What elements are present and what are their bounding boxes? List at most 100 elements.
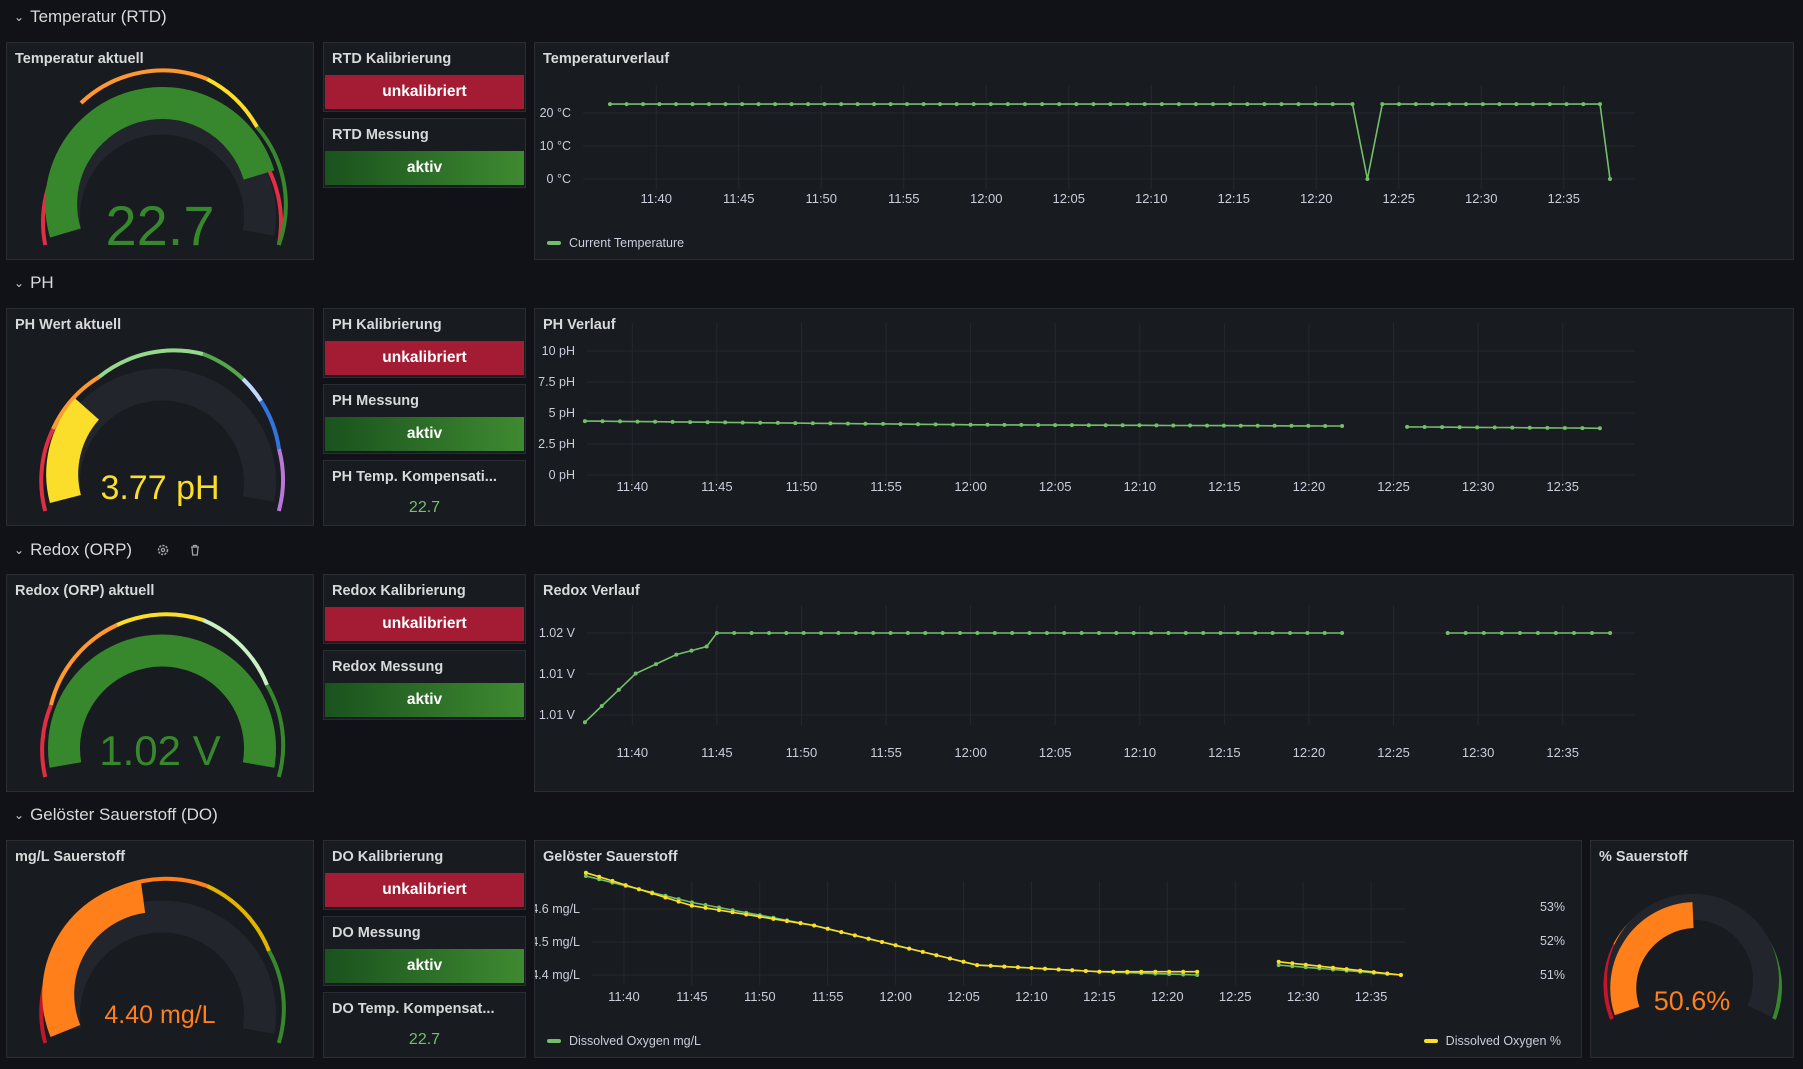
- panel-title: PH Messung: [332, 393, 420, 409]
- chart-legend[interactable]: Current Temperature: [547, 236, 684, 250]
- data-point: [988, 102, 993, 107]
- ph-chart: 11:40 11:45 11:50 11:55 12:00 12:05 12:10 12:15…: [538, 323, 1635, 494]
- data-point: [1317, 964, 1322, 969]
- data-point: [1171, 423, 1176, 428]
- row-header-ph[interactable]: ⌄ PH: [14, 268, 54, 298]
- data-point: [828, 421, 833, 426]
- data-point: [703, 903, 708, 907]
- data-point: [938, 102, 942, 107]
- rtd-chart-panel[interactable]: Temperaturverlauf 11:40 11:45 11:50 11:55 12…: [534, 42, 1794, 260]
- data-point: [1181, 972, 1186, 977]
- rtd-gauge-panel[interactable]: Temperatur aktuell 22.7: [6, 42, 314, 260]
- y-tick-label: 10 °C: [540, 139, 571, 153]
- gear-icon[interactable]: [154, 541, 172, 559]
- x-tick-label: 12:30: [1462, 479, 1495, 494]
- x-tick-label: 12:15: [1208, 479, 1241, 494]
- chart-legend-left[interactable]: Dissolved Oxygen mg/L: [547, 1034, 701, 1048]
- data-point: [1590, 631, 1594, 635]
- data-point: [934, 953, 939, 958]
- do-gauge-panel[interactable]: mg/L Sauerstoff 4.40 mg/L: [6, 840, 314, 1058]
- redox-gauge-panel[interactable]: Redox (ORP) aktuell 1.02 V: [6, 574, 314, 792]
- data-point: [758, 420, 763, 425]
- data-point: [1053, 423, 1058, 428]
- trash-icon[interactable]: [186, 541, 204, 559]
- rtd-calibration-panel[interactable]: RTD Kalibrierung unkalibriert: [323, 42, 526, 112]
- data-point: [880, 940, 884, 944]
- status-value: aktiv: [325, 151, 524, 185]
- redox-chart-panel[interactable]: Redox Verlauf 11:40 11:45 11:50 11:55 12:00 1…: [534, 574, 1794, 792]
- x-tick-label: 11:45: [723, 191, 755, 206]
- data-point: [704, 644, 709, 649]
- data-point: [657, 102, 662, 107]
- data-point: [1218, 631, 1223, 635]
- data-point: [871, 631, 876, 635]
- data-point: [1044, 631, 1049, 635]
- series-line: [610, 103, 1611, 180]
- data-point: [1289, 423, 1294, 428]
- data-point: [773, 102, 778, 107]
- data-point: [618, 419, 622, 424]
- ph-chart-panel[interactable]: PH Verlauf 11:40 11:45 11:50 11:55 12:00 12:0…: [534, 308, 1794, 526]
- x-tick-label: 11:40: [617, 745, 649, 760]
- data-point: [1608, 177, 1612, 181]
- data-point: [653, 419, 658, 424]
- data-point: [836, 631, 841, 635]
- redox-measurement-panel[interactable]: Redox Messung aktiv: [323, 650, 526, 720]
- data-point: [1413, 102, 1418, 107]
- y-tick-label: 1.01 V: [539, 708, 576, 722]
- x-tick-label: 11:50: [805, 191, 837, 206]
- data-point: [1125, 969, 1130, 974]
- row-header-do[interactable]: ⌄ Gelöster Sauerstoff (DO): [14, 800, 218, 830]
- data-point: [893, 943, 898, 948]
- rtd-measurement-panel[interactable]: RTD Messung aktiv: [323, 118, 526, 188]
- ph-temp-compensation-panel[interactable]: PH Temp. Kompensati... 22.7: [323, 460, 526, 526]
- x-tick-label: 12:10: [1015, 989, 1048, 1004]
- row-header-redox[interactable]: ⌄ Redox (ORP): [14, 535, 204, 565]
- row-header-rtd[interactable]: ⌄ Temperatur (RTD): [14, 2, 167, 32]
- data-point: [1070, 968, 1075, 973]
- data-point: [1331, 965, 1335, 970]
- ph-gauge-panel[interactable]: PH Wert aktuell 3.77 pH: [6, 308, 314, 526]
- do-chart-panel[interactable]: Gelöster Sauerstoff 11:40 11:45 11:50 11:55…: [534, 840, 1582, 1058]
- redox-calibration-panel[interactable]: Redox Kalibrierung unkalibriert: [323, 574, 526, 644]
- data-point: [923, 631, 928, 635]
- data-point: [1153, 969, 1158, 974]
- x-tick-label: 11:55: [870, 479, 902, 494]
- data-point: [714, 631, 719, 635]
- data-point: [798, 921, 803, 926]
- x-tick-label: 11:45: [701, 745, 733, 760]
- series-line: [584, 632, 1343, 723]
- panel-title: Temperaturverlauf: [543, 51, 670, 67]
- data-point: [1097, 631, 1101, 635]
- ph-measurement-panel[interactable]: PH Messung aktiv: [323, 384, 526, 454]
- do-calibration-panel[interactable]: DO Kalibrierung unkalibriert: [323, 840, 526, 910]
- x-tick-label: 12:30: [1287, 989, 1320, 1004]
- x-tick-label: 12:10: [1135, 191, 1168, 206]
- data-point: [1176, 102, 1181, 107]
- status-value: unkalibriert: [325, 75, 524, 109]
- do-temp-compensation-panel[interactable]: DO Temp. Kompensat... 22.7: [323, 992, 526, 1058]
- data-point: [1553, 631, 1558, 635]
- data-point: [898, 422, 903, 427]
- data-point: [707, 102, 711, 107]
- data-point: [907, 946, 912, 951]
- x-tick-label: 11:40: [617, 479, 649, 494]
- data-point: [705, 420, 710, 425]
- x-tick-label: 12:30: [1465, 191, 1498, 206]
- ph-calibration-panel[interactable]: PH Kalibrierung unkalibriert: [323, 308, 526, 378]
- data-point: [961, 959, 966, 964]
- do-measurement-panel[interactable]: DO Messung aktiv: [323, 916, 526, 986]
- data-point: [1288, 631, 1292, 635]
- data-point: [732, 631, 737, 635]
- data-point: [1086, 423, 1091, 428]
- panel-title: PH Temp. Kompensati...: [332, 469, 497, 485]
- gauge-value: 22.7: [105, 194, 215, 257]
- do-percent-gauge-panel[interactable]: % Sauerstoff 50.6%: [1590, 840, 1794, 1058]
- chart-legend-right[interactable]: Dissolved Oxygen %: [1423, 1034, 1561, 1048]
- chevron-down-icon: ⌄: [14, 10, 25, 24]
- data-point: [1056, 967, 1061, 972]
- series-line: [585, 875, 1198, 976]
- data-point: [1547, 102, 1552, 107]
- x-tick-label: 12:10: [1124, 745, 1157, 760]
- y-right-tick-label: 53%: [1540, 900, 1565, 914]
